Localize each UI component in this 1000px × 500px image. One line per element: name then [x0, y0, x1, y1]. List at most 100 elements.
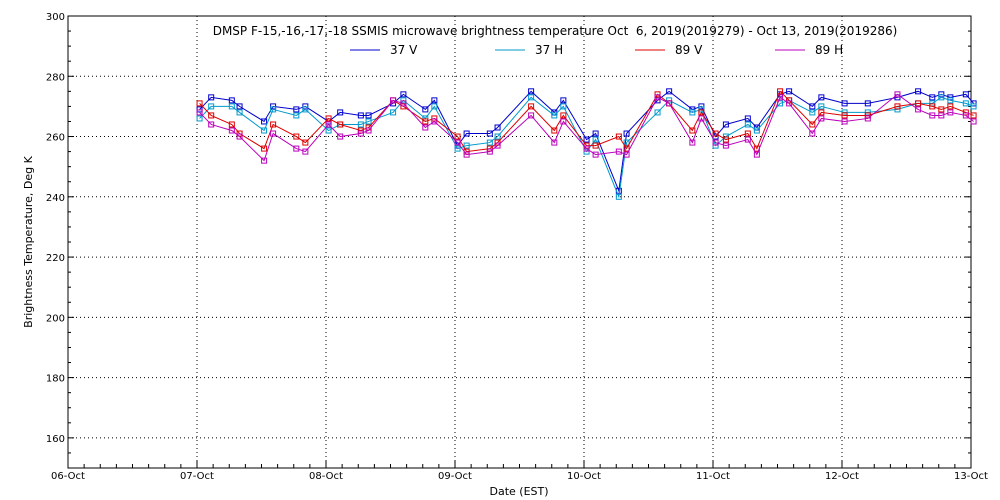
data-point: [809, 109, 816, 116]
data-point: [970, 112, 977, 119]
tick-marks: 160 180 200 220 240 260 280 300 06-Oct 07-Oct 08-O…: [46, 12, 988, 482]
data-point: [947, 109, 954, 116]
data-point: [722, 142, 729, 149]
data-point: [962, 91, 969, 98]
data-point: [228, 121, 235, 128]
data-point: [293, 112, 300, 119]
series-line: [199, 93, 974, 162]
data-point: [592, 151, 599, 158]
data-point: [454, 133, 461, 140]
data-point: [938, 94, 945, 101]
data-point: [592, 136, 599, 143]
data-point: [929, 100, 936, 107]
data-point: [337, 133, 344, 140]
data-point: [528, 112, 535, 119]
data-point: [864, 115, 871, 122]
chart-title: DMSP F-15,-16,-17,-18 SSMIS microwave br…: [213, 24, 898, 38]
data-point: [615, 133, 622, 140]
data-point: [744, 115, 751, 122]
x-tick-label: 11-Oct: [696, 471, 730, 482]
data-point: [777, 94, 784, 101]
data-point: [929, 94, 936, 101]
legend: 37 V 37 H 89 V 89 H: [350, 43, 843, 57]
data-point: [228, 127, 235, 134]
data-point: [208, 112, 215, 119]
x-tick-label: 10-Oct: [567, 471, 601, 482]
grid-lines: [68, 16, 971, 468]
data-point: [293, 106, 300, 113]
data-point: [486, 130, 493, 137]
series-layer: [196, 88, 977, 200]
data-point: [689, 109, 696, 116]
data-point: [431, 103, 438, 110]
data-point: [786, 88, 793, 95]
data-point: [841, 100, 848, 107]
y-tick-label: 160: [46, 434, 65, 445]
data-point: [654, 94, 661, 101]
series-89-v: [196, 88, 977, 155]
data-point: [325, 127, 332, 134]
data-point: [666, 100, 673, 107]
data-point: [463, 142, 470, 149]
data-point: [302, 106, 309, 113]
data-point: [929, 112, 936, 119]
data-point: [390, 109, 397, 116]
data-point: [261, 127, 268, 134]
series-line: [199, 90, 974, 153]
y-tick-label: 280: [46, 72, 65, 83]
data-point: [560, 112, 567, 119]
data-point: [689, 127, 696, 134]
data-point: [623, 151, 630, 158]
y-tick-label: 220: [46, 253, 65, 264]
data-point: [431, 97, 438, 104]
data-point: [894, 91, 901, 98]
data-point: [337, 121, 344, 128]
data-point: [809, 121, 816, 128]
data-point: [592, 142, 599, 149]
data-point: [422, 106, 429, 113]
data-point: [592, 130, 599, 137]
data-point: [962, 100, 969, 107]
data-point: [915, 106, 922, 113]
y-tick-label: 180: [46, 374, 65, 385]
data-point: [422, 124, 429, 131]
data-point: [712, 139, 719, 146]
y-tick-label: 300: [46, 12, 65, 23]
data-point: [947, 97, 954, 104]
data-point: [786, 100, 793, 107]
y-tick-label: 260: [46, 133, 65, 144]
data-point: [809, 130, 816, 137]
legend-label: 37 H: [535, 43, 563, 57]
data-point: [270, 121, 277, 128]
y-tick-label: 200: [46, 313, 65, 324]
data-point: [809, 103, 816, 110]
data-point: [302, 139, 309, 146]
data-point: [818, 115, 825, 122]
data-point: [494, 142, 501, 149]
data-point: [261, 157, 268, 164]
data-point: [486, 148, 493, 155]
data-point: [365, 112, 372, 119]
data-point: [463, 151, 470, 158]
data-point: [938, 112, 945, 119]
data-point: [236, 109, 243, 116]
x-axis-label: Date (EST): [489, 485, 548, 498]
data-point: [947, 103, 954, 110]
data-point: [293, 133, 300, 140]
data-point: [698, 115, 705, 122]
data-point: [777, 88, 784, 95]
legend-label: 89 V: [675, 43, 703, 57]
data-point: [528, 103, 535, 110]
data-point: [894, 103, 901, 110]
data-point: [970, 118, 977, 125]
data-point: [560, 103, 567, 110]
data-point: [270, 106, 277, 113]
data-point: [915, 88, 922, 95]
data-point: [228, 97, 235, 104]
data-point: [722, 136, 729, 143]
y-axis-label: Brightness Temperature, Deg K: [22, 155, 35, 327]
series-line: [199, 90, 974, 193]
data-point: [337, 109, 344, 116]
data-point: [365, 127, 372, 134]
